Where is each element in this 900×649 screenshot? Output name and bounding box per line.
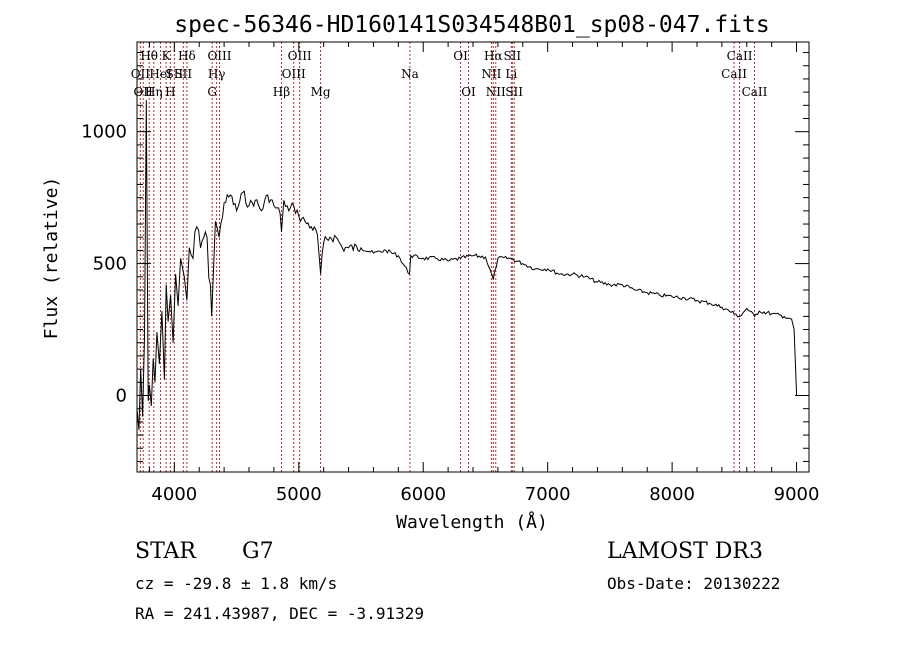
x-axis-ticks: 4000 5000 6000 7000 8000 9000 (148, 42, 820, 505)
line-marker-label: H (165, 85, 175, 99)
line-markers (139, 42, 755, 472)
line-marker-label: Mg (311, 85, 331, 99)
line-marker-label: OIII (288, 49, 312, 63)
y-tick-label: 0 (116, 385, 127, 406)
line-marker-label: Hθ (140, 49, 158, 63)
line-marker-label: CaII (742, 85, 768, 99)
line-marker-label: OI (461, 85, 476, 99)
line-marker-label: NII (481, 67, 501, 81)
line-marker-label: K (162, 49, 172, 63)
x-tick-label: 6000 (400, 484, 446, 505)
line-marker-label: NII (486, 85, 506, 99)
line-marker-label: SII (503, 49, 521, 63)
survey-label: LAMOST DR3 (607, 539, 763, 564)
cz-readout: cz = -29.8 ± 1.8 km/s (135, 574, 338, 593)
y-axis-ticks: 0 500 1000 (81, 52, 809, 462)
line-marker-label: G (207, 85, 217, 99)
x-axis-label: Wavelength (Å) (396, 511, 548, 533)
class-label: STAR (135, 539, 196, 564)
line-marker-label: Hδ (178, 49, 196, 63)
y-tick-label: 1000 (81, 122, 127, 143)
line-marker-label: CaII (721, 67, 747, 81)
x-tick-label: 5000 (276, 484, 322, 505)
line-marker-label: Na (401, 67, 419, 81)
line-marker-labels: OII OII Hθ Hη HeI K H SII Hδ SII G Hγ OIII Hβ OIII OIII… (131, 49, 768, 99)
line-marker-label: Hη (145, 85, 163, 99)
y-axis-label: Flux (relative) (41, 177, 62, 340)
x-tick-label: 8000 (649, 484, 695, 505)
obs-date-readout: Obs-Date: 20130222 (607, 574, 781, 593)
line-marker-label: OIII (207, 49, 231, 63)
line-marker-label: Hγ (208, 67, 226, 81)
line-marker-label: SII (174, 67, 192, 81)
line-marker-label: SII (165, 67, 183, 81)
line-marker-label: Hα (484, 49, 503, 63)
x-tick-label: 4000 (151, 484, 197, 505)
line-marker-label: OII (134, 85, 154, 99)
x-tick-label: 9000 (774, 484, 820, 505)
line-marker-label: HeI (149, 67, 172, 81)
coordinates-readout: RA = 241.43987, DEC = -3.91329 (135, 604, 424, 623)
spectrum-line (136, 99, 798, 430)
line-marker-label: SII (505, 85, 523, 99)
line-marker-label: OI (453, 49, 468, 63)
line-marker-label: Hβ (273, 85, 290, 99)
line-marker-label: CaII (727, 49, 753, 63)
line-marker-label: OII (131, 67, 151, 81)
chart-title: spec-56346-HD160141S034548B01_sp08-047.f… (174, 12, 769, 38)
line-marker-label: Li (505, 67, 517, 81)
x-tick-label: 7000 (525, 484, 571, 505)
y-tick-label: 500 (93, 254, 127, 275)
line-marker-label: OIII (282, 67, 306, 81)
subclass-label: G7 (242, 539, 274, 564)
plot-frame (136, 41, 810, 473)
